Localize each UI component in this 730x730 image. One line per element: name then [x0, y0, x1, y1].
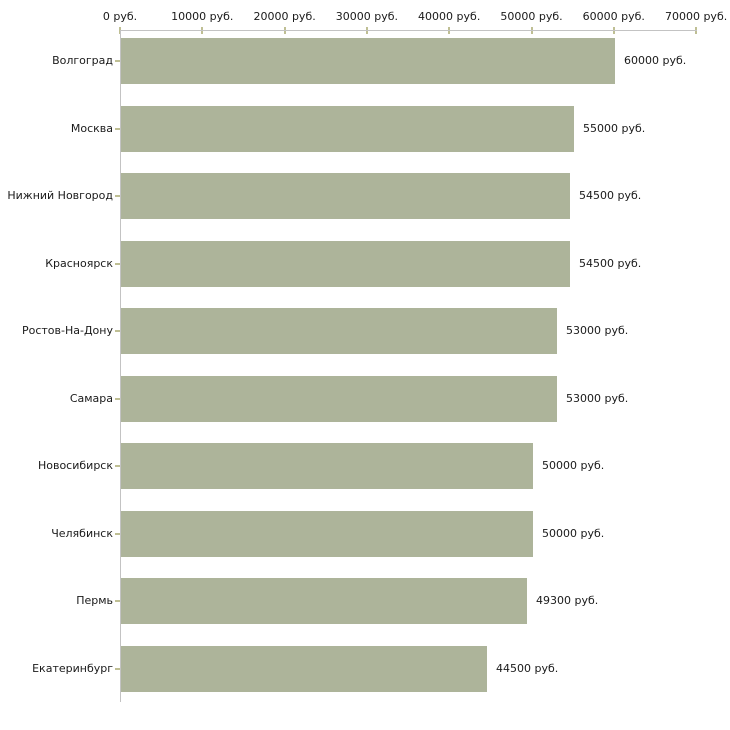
value-label: 53000 руб.	[566, 324, 629, 337]
y-axis-tick-mark	[115, 127, 120, 130]
bar	[121, 105, 574, 152]
y-axis-tick-mark	[115, 262, 120, 265]
value-label: 50000 руб.	[542, 459, 605, 472]
value-label: 50000 руб.	[542, 526, 605, 540]
y-axis-tick-mark	[115, 330, 120, 332]
category-label: Москва	[70, 121, 113, 135]
value-label: 53000 руб.	[566, 391, 629, 405]
y-axis-tick-mark	[115, 532, 120, 535]
bar	[121, 510, 533, 557]
bar	[121, 645, 487, 692]
y-axis-line	[120, 30, 121, 702]
value-label: 49300 руб.	[536, 594, 599, 607]
bar	[121, 578, 527, 624]
bar	[121, 38, 615, 84]
bar	[121, 375, 557, 422]
value-label: 60000 руб.	[624, 54, 687, 67]
bar	[121, 308, 557, 354]
category-label: Красноярск	[45, 256, 113, 270]
y-axis-tick-mark	[115, 600, 120, 602]
x-axis-tick-label: 70000 руб.	[664, 10, 728, 23]
bar	[121, 173, 570, 219]
category-label: Челябинск	[51, 526, 113, 540]
value-label: 54500 руб.	[579, 256, 642, 270]
x-axis-tick-label: 10000 руб.	[171, 10, 234, 23]
category-label: Новосибирск	[37, 459, 113, 472]
x-axis-line	[120, 30, 697, 31]
x-axis-tick-label: 0 руб.	[102, 10, 138, 23]
value-label: 55000 руб.	[583, 121, 646, 135]
bar	[121, 443, 533, 489]
x-axis-tick-label: 20000 руб.	[253, 10, 316, 23]
value-label: 54500 руб.	[579, 189, 642, 202]
category-label: Самара	[69, 391, 113, 405]
x-axis-tick-label: 50000 руб.	[500, 10, 563, 23]
category-label: Екатеринбург	[32, 661, 113, 675]
category-label: Пермь	[76, 594, 113, 607]
x-axis-tick-label: 30000 руб.	[335, 10, 399, 23]
y-axis-tick-mark	[115, 667, 120, 670]
x-axis-tick-label: 60000 руб.	[582, 10, 645, 23]
category-label: Нижний Новгород	[7, 189, 113, 202]
category-label: Волгоград	[52, 54, 113, 67]
y-axis-tick-mark	[115, 465, 120, 467]
y-axis-tick-mark	[115, 195, 120, 197]
y-axis-tick-mark	[115, 397, 120, 400]
bar	[121, 240, 570, 287]
x-axis-tick-label: 40000 руб.	[418, 10, 481, 23]
category-label: Ростов-На-Дону	[21, 324, 113, 337]
value-label: 44500 руб.	[496, 661, 559, 675]
y-axis-tick-mark	[115, 60, 120, 62]
